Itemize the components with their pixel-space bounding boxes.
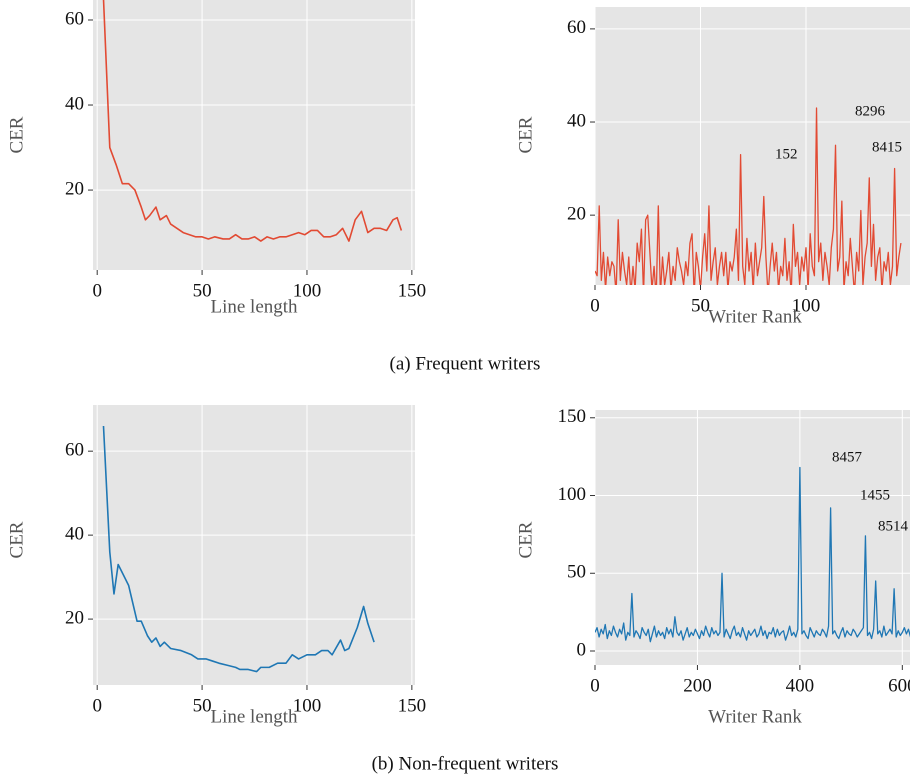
y-tick-label: 150 xyxy=(558,406,587,427)
x-tick-label: 0 xyxy=(590,295,600,316)
y-tick-label: 50 xyxy=(567,562,586,583)
x-axis-label: Line length xyxy=(210,296,298,317)
x-tick-label: 0 xyxy=(92,695,102,716)
x-tick-label: 50 xyxy=(193,280,212,301)
data-line xyxy=(102,0,403,242)
y-tick-label: 40 xyxy=(567,110,586,131)
x-axis-label: Line length xyxy=(210,706,298,727)
x-tick-label: 150 xyxy=(398,280,427,301)
x-tick-label: 50 xyxy=(691,295,710,316)
annotation: 152 xyxy=(775,146,798,162)
annotation: 8415 xyxy=(872,139,902,155)
y-tick-label: 20 xyxy=(567,204,586,225)
annotation: 8296 xyxy=(855,103,886,119)
x-tick-label: 0 xyxy=(590,675,600,696)
x-tick-label: 0 xyxy=(92,280,102,301)
annotation: 8457 xyxy=(832,449,863,465)
x-axis-label: Writer Rank xyxy=(708,706,802,727)
data-line xyxy=(595,466,910,643)
y-tick-label: 20 xyxy=(65,178,84,199)
y-tick-label: 40 xyxy=(65,93,84,114)
x-tick-label: 100 xyxy=(293,695,322,716)
x-tick-label: 150 xyxy=(398,695,427,716)
y-tick-label: 20 xyxy=(65,607,84,628)
x-tick-label: 50 xyxy=(193,695,212,716)
x-axis-label: Writer Rank xyxy=(708,306,802,327)
x-tick-label: 200 xyxy=(683,675,712,696)
data-line xyxy=(102,425,375,673)
annotation: 1455 xyxy=(860,487,890,503)
caption: (b) Non-frequent writers xyxy=(372,753,559,774)
y-tick-label: 60 xyxy=(65,440,84,461)
panel: 0 50 100 150 20 40 60 Line length CER xyxy=(6,405,426,727)
y-axis-label: CER xyxy=(6,116,27,153)
plot-background xyxy=(93,405,415,685)
x-tick-label: 100 xyxy=(293,280,322,301)
data-line xyxy=(595,107,902,285)
y-axis-label: CER xyxy=(6,521,27,558)
annotation: 8514 xyxy=(878,518,909,534)
y-tick-label: 40 xyxy=(65,523,84,544)
y-tick-label: 100 xyxy=(558,484,587,505)
x-tick-label: 600 xyxy=(888,675,910,696)
plot-background xyxy=(595,410,910,665)
y-tick-label: 60 xyxy=(567,17,586,38)
panel: 0 50 100 150 20 40 60 Line length CER xyxy=(6,0,426,317)
panel: 0 200 400 600 0 50 100 150 8457 1455 8514 Writer Ra… xyxy=(515,406,910,727)
y-axis-label: CER xyxy=(515,521,536,558)
x-tick-label: 400 xyxy=(786,675,815,696)
y-tick-label: 60 xyxy=(65,8,84,29)
plot-background xyxy=(595,7,910,285)
y-tick-label: 0 xyxy=(577,639,587,660)
plot-background xyxy=(93,0,415,270)
y-axis-label: CER xyxy=(515,116,536,153)
x-tick-label: 100 xyxy=(792,295,821,316)
caption: (a) Frequent writers xyxy=(390,353,541,374)
panel: 0 50 100 20 40 60 152 8296 8415 Writer Rank CER xyxy=(515,7,910,327)
